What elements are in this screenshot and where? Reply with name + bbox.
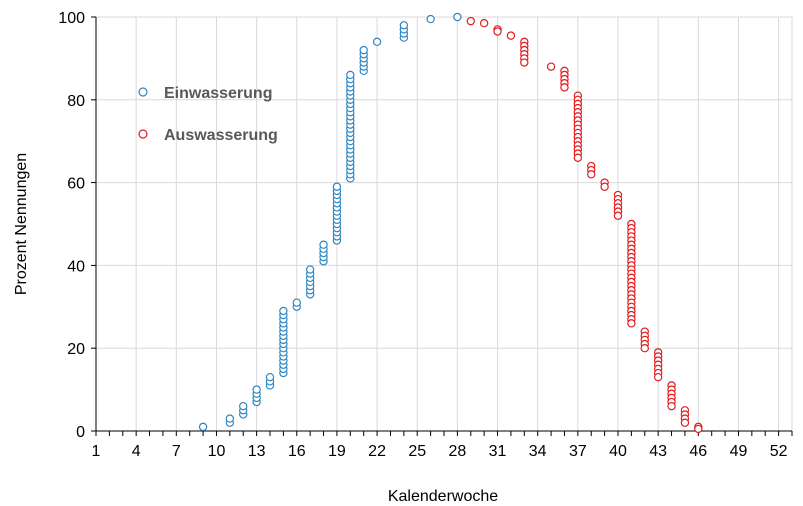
point-auswasserung bbox=[680, 418, 690, 427]
legend-label-einwasserung: Einwasserung bbox=[164, 85, 272, 102]
y-tick-label: 80 bbox=[67, 93, 85, 110]
y-axis-title: Prozent Nennungen bbox=[13, 153, 30, 295]
point-auswasserung bbox=[587, 170, 596, 179]
legend-marker-auswasserung bbox=[138, 129, 148, 139]
point-auswasserung bbox=[627, 319, 636, 328]
point-auswasserung bbox=[479, 19, 489, 28]
y-tick-label: 0 bbox=[76, 424, 85, 441]
x-tick-label: 28 bbox=[448, 443, 466, 460]
point-einwasserung bbox=[453, 12, 462, 22]
point-auswasserung bbox=[694, 424, 703, 434]
x-tick-label: 22 bbox=[368, 443, 386, 460]
legend: Einwasserung Auswasserung bbox=[138, 85, 278, 144]
point-einwasserung bbox=[252, 385, 261, 394]
x-tick-label: 7 bbox=[172, 443, 181, 460]
point-einwasserung bbox=[265, 372, 275, 382]
x-tick-label: 31 bbox=[489, 443, 507, 460]
point-einwasserung bbox=[198, 422, 208, 432]
point-einwasserung bbox=[305, 265, 315, 274]
point-auswasserung bbox=[653, 372, 663, 382]
point-auswasserung bbox=[613, 211, 623, 220]
point-auswasserung bbox=[506, 31, 516, 40]
point-auswasserung bbox=[573, 153, 583, 162]
y-tick-label: 60 bbox=[67, 176, 85, 193]
x-tick-label: 46 bbox=[689, 443, 707, 460]
tick-labels: 0 20 40 60 80 100 1 4 7 10 13 16 19 22 25 28 31 34 37 40 43 4… bbox=[58, 10, 787, 460]
legend-label-auswasserung: Auswasserung bbox=[164, 127, 278, 144]
x-tick-label: 34 bbox=[529, 443, 547, 460]
x-tick-label: 16 bbox=[288, 443, 306, 460]
x-axis-title: Kalenderwoche bbox=[388, 488, 498, 505]
point-einwasserung bbox=[359, 45, 368, 55]
y-tick-label: 100 bbox=[58, 10, 85, 27]
point-auswasserung bbox=[560, 83, 569, 92]
point-einwasserung bbox=[319, 240, 328, 249]
point-auswasserung bbox=[520, 58, 529, 67]
point-einwasserung bbox=[372, 37, 382, 47]
x-tick-label: 25 bbox=[408, 443, 426, 460]
point-einwasserung bbox=[239, 401, 248, 411]
point-auswasserung bbox=[600, 182, 609, 191]
x-tick-label: 40 bbox=[609, 443, 627, 460]
x-tick-label: 43 bbox=[649, 443, 667, 460]
data-points bbox=[198, 12, 703, 434]
y-tick-label: 40 bbox=[67, 258, 85, 275]
x-tick-label: 1 bbox=[92, 443, 101, 460]
point-einwasserung bbox=[332, 182, 342, 191]
point-einwasserung bbox=[279, 306, 288, 316]
x-tick-label: 37 bbox=[569, 443, 587, 460]
point-einwasserung bbox=[346, 70, 355, 80]
point-einwasserung bbox=[225, 414, 235, 423]
grid-lines bbox=[95, 16, 793, 431]
y-tick-label: 20 bbox=[67, 341, 85, 358]
point-auswasserung bbox=[493, 27, 502, 36]
point-einwasserung bbox=[426, 14, 435, 24]
x-tick-label: 13 bbox=[248, 443, 266, 460]
x-tick-label: 52 bbox=[770, 443, 788, 460]
x-tick-label: 10 bbox=[208, 443, 226, 460]
point-auswasserung bbox=[546, 62, 556, 71]
point-auswasserung bbox=[667, 401, 676, 411]
point-einwasserung bbox=[292, 298, 301, 307]
point-einwasserung bbox=[399, 21, 409, 30]
x-tick-label: 49 bbox=[730, 443, 748, 460]
point-auswasserung bbox=[466, 16, 475, 26]
legend-marker-einwasserung bbox=[138, 87, 148, 97]
point-auswasserung bbox=[640, 344, 649, 353]
axes bbox=[91, 16, 793, 436]
x-tick-label: 19 bbox=[328, 443, 346, 460]
x-tick-label: 4 bbox=[132, 443, 141, 460]
